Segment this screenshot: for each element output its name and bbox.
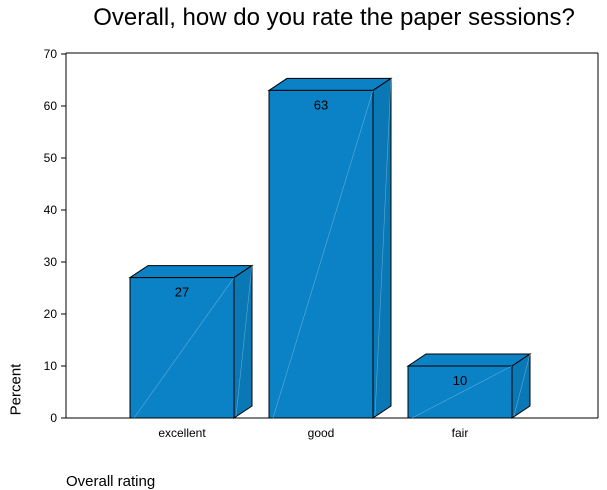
bar-highlight-line — [411, 365, 513, 419]
y-tick-label: 20 — [44, 307, 58, 321]
bar-good — [267, 77, 393, 419]
y-tick-label: 70 — [44, 47, 58, 61]
bar-top-face — [406, 353, 532, 367]
bar-front-face — [407, 365, 513, 419]
bar-front-face — [268, 89, 374, 419]
bar-excellent — [128, 264, 254, 419]
bar-side-highlight-line — [235, 265, 253, 417]
bars-group: 27 63 10 — [128, 77, 532, 419]
bar-value-label: 10 — [453, 373, 467, 388]
x-tick-label: good — [308, 426, 335, 440]
bar-top-face — [267, 77, 393, 91]
bar-value-label: 27 — [175, 285, 189, 300]
bar-side-highlight-line — [374, 78, 392, 417]
bar-highlight-line — [272, 90, 374, 419]
y-tick-label: 50 — [44, 151, 58, 165]
bar-side-highlight-line — [513, 353, 531, 417]
y-tick-label: 60 — [44, 99, 58, 113]
y-tick-label: 0 — [50, 411, 57, 425]
y-tick-label: 40 — [44, 203, 58, 217]
bar-top-face — [128, 265, 254, 279]
y-tick-label: 10 — [44, 359, 58, 373]
chart-title: Overall, how do you rate the paper sessi… — [93, 4, 575, 31]
y-tick-label: 30 — [44, 255, 58, 269]
bar-highlight-line — [133, 277, 235, 419]
y-tick-group: 0 10 20 30 40 50 60 70 — [44, 47, 66, 425]
x-tick-group: excellent good fair — [158, 426, 468, 440]
bar-value-label: 63 — [314, 97, 328, 112]
bar-fair — [406, 353, 532, 419]
x-tick-label: fair — [452, 426, 469, 440]
y-axis-label: Percent — [7, 363, 25, 416]
x-tick-label: excellent — [158, 426, 206, 440]
x-axis-label: Overall rating — [66, 473, 156, 490]
bar-front-face — [129, 277, 235, 419]
